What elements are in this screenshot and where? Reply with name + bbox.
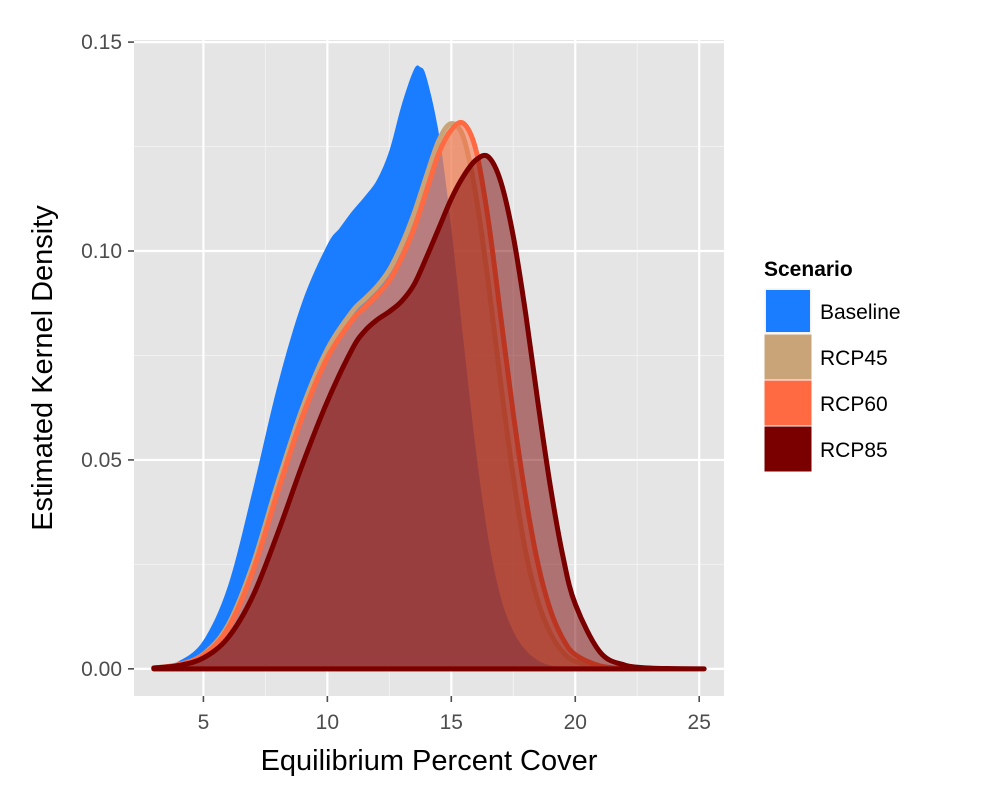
axis-ticks: [128, 41, 701, 702]
y-tick-label-0: 0.00: [81, 658, 122, 681]
x-tick-label-1: 10: [316, 711, 339, 734]
y-axis-title: Estimated Kernel Density: [27, 205, 59, 531]
legend-key-rcp45: [764, 334, 812, 380]
legend-key-rcp85: [764, 426, 812, 472]
legend: Scenario Baseline RCP45 RCP60 RCP85: [763, 258, 901, 473]
legend-key-baseline: [766, 290, 810, 332]
x-tick-label-4: 25: [688, 711, 711, 734]
x-axis-title: Equilibrium Percent Cover: [261, 745, 598, 777]
y-tick-label-1: 0.05: [81, 449, 122, 472]
legend-key-rcp60: [764, 380, 812, 426]
legend-label-rcp85: RCP85: [820, 439, 888, 462]
legend-title: Scenario: [764, 258, 853, 281]
legend-label-baseline: Baseline: [820, 301, 901, 324]
x-tick-label-2: 15: [440, 711, 463, 734]
y-tick-label-3: 0.15: [81, 31, 122, 54]
x-tick-label-0: 5: [198, 711, 210, 734]
y-tick-labels: 0.00 0.05 0.10 0.15: [81, 31, 122, 681]
legend-label-rcp60: RCP60: [820, 393, 888, 416]
legend-label-rcp45: RCP45: [820, 347, 888, 370]
x-tick-label-3: 20: [564, 711, 587, 734]
y-tick-label-2: 0.10: [81, 240, 122, 263]
legend-items: Baseline RCP45 RCP60 RCP85: [763, 287, 901, 473]
density-series-layer: [151, 65, 707, 672]
x-tick-labels: 5 10 15 20 25: [198, 711, 711, 734]
density-area-rcp85: [151, 152, 707, 672]
